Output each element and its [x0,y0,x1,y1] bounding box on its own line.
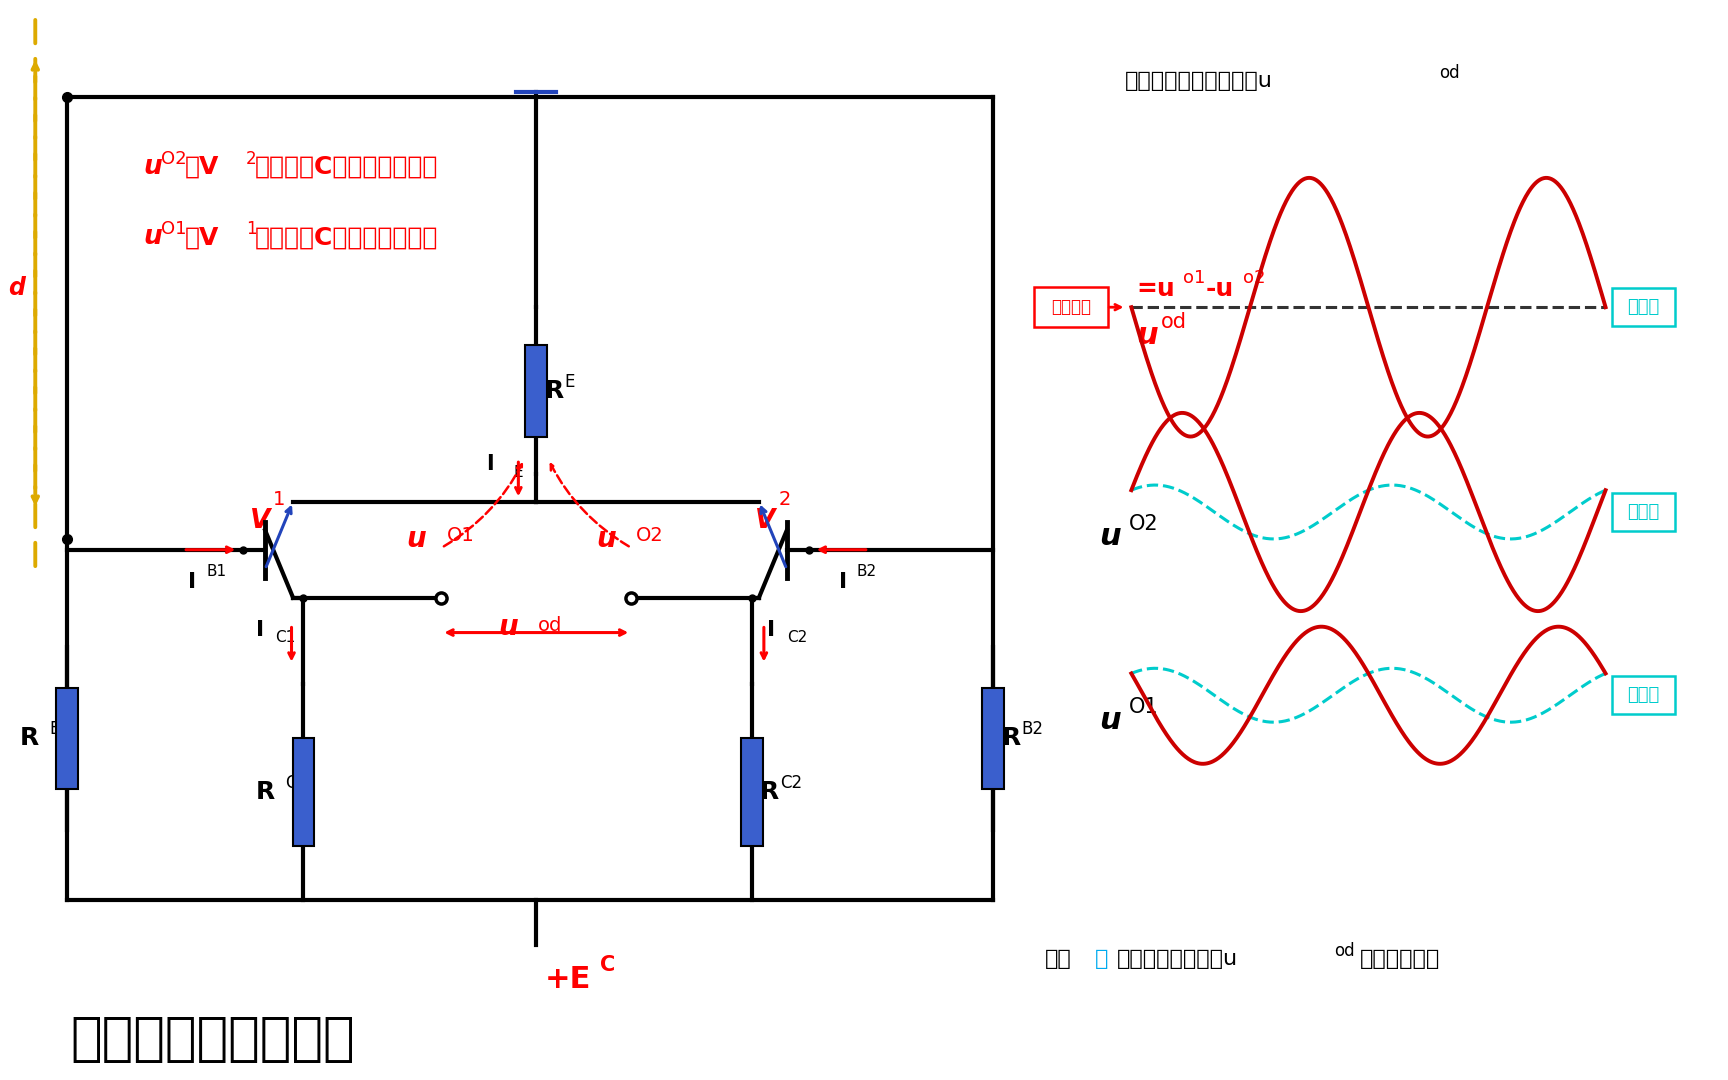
Text: B1: B1 [50,720,71,739]
Text: R: R [19,727,40,751]
Bar [525,345,548,436]
FancyBboxPatch shape [1035,287,1108,327]
Text: O1: O1 [1130,698,1159,717]
Bar [741,739,762,846]
Text: O1: O1 [446,526,473,544]
Text: R: R [1001,727,1021,751]
Text: u: u [1099,705,1121,734]
Text: od: od [539,616,563,635]
Text: O1: O1 [161,220,187,239]
Text: C2: C2 [786,630,807,645]
Text: u: u [1137,321,1158,350]
Text: R: R [760,780,779,805]
Text: I: I [838,571,847,592]
Text: od: od [1334,943,1355,960]
Text: I: I [486,455,494,474]
Text: 电路: 电路 [1045,949,1071,970]
Text: o2: o2 [1242,269,1265,287]
Text: 的集电极C对地的输出电压: 的集电极C对地的输出电压 [256,225,439,249]
Text: 不: 不 [1096,949,1108,970]
Text: I: I [767,620,774,639]
Text: I: I [188,571,197,592]
Text: +E: +E [544,964,591,994]
Text: C: C [600,955,615,975]
Text: O2: O2 [1130,514,1159,534]
Text: E: E [513,464,524,480]
Text: V: V [251,508,271,534]
Text: 还残存共模信: 还残存共模信 [1360,949,1439,970]
Text: E: E [565,373,575,391]
Text: u: u [143,154,162,180]
Text: V: V [755,508,776,534]
Text: R: R [256,780,275,805]
Text: -u: -u [1204,278,1234,301]
Text: 共模信: 共模信 [1628,298,1659,316]
Bar [983,688,1004,788]
Text: 共模信: 共模信 [1628,503,1659,521]
FancyBboxPatch shape [1612,494,1676,531]
Text: 是V: 是V [185,156,219,179]
Text: I: I [256,620,264,639]
Text: R: R [544,379,563,403]
Text: u: u [143,225,162,251]
Text: 1: 1 [273,490,285,509]
Text: u: u [1099,523,1121,552]
Text: 完全对称的时候的u: 完全对称的时候的u [1116,949,1237,970]
Text: B2: B2 [857,564,876,579]
Text: od: od [1439,64,1460,82]
Text: 的集电极C对地的输出电压: 的集电极C对地的输出电压 [256,156,439,179]
FancyBboxPatch shape [1612,288,1676,326]
Text: o1: o1 [1184,269,1206,287]
Text: 电路完全对称的时候的u: 电路完全对称的时候的u [1125,71,1274,91]
Text: 差动输出: 差动输出 [1051,298,1092,316]
Text: B1: B1 [206,564,226,579]
Text: 差模信号与共模信号: 差模信号与共模信号 [71,1013,356,1065]
Text: B2: B2 [1021,720,1044,739]
Text: 是V: 是V [185,225,219,249]
Text: =u: =u [1137,278,1175,301]
Text: 2: 2 [779,490,791,509]
Text: u: u [596,525,617,553]
Text: u: u [499,612,518,640]
Text: 1: 1 [245,220,256,239]
Text: od: od [1161,312,1187,333]
Text: u: u [406,525,427,553]
FancyBboxPatch shape [1612,676,1676,714]
Text: 2: 2 [245,150,256,168]
Text: d: d [9,276,26,300]
Text: C1: C1 [275,630,295,645]
Text: O2: O2 [161,150,187,168]
Bar [292,739,314,846]
Text: 共模信: 共模信 [1628,686,1659,704]
Text: C2: C2 [779,774,802,793]
Bar [57,688,78,788]
Text: C1: C1 [285,774,308,793]
Text: O2: O2 [636,526,664,544]
